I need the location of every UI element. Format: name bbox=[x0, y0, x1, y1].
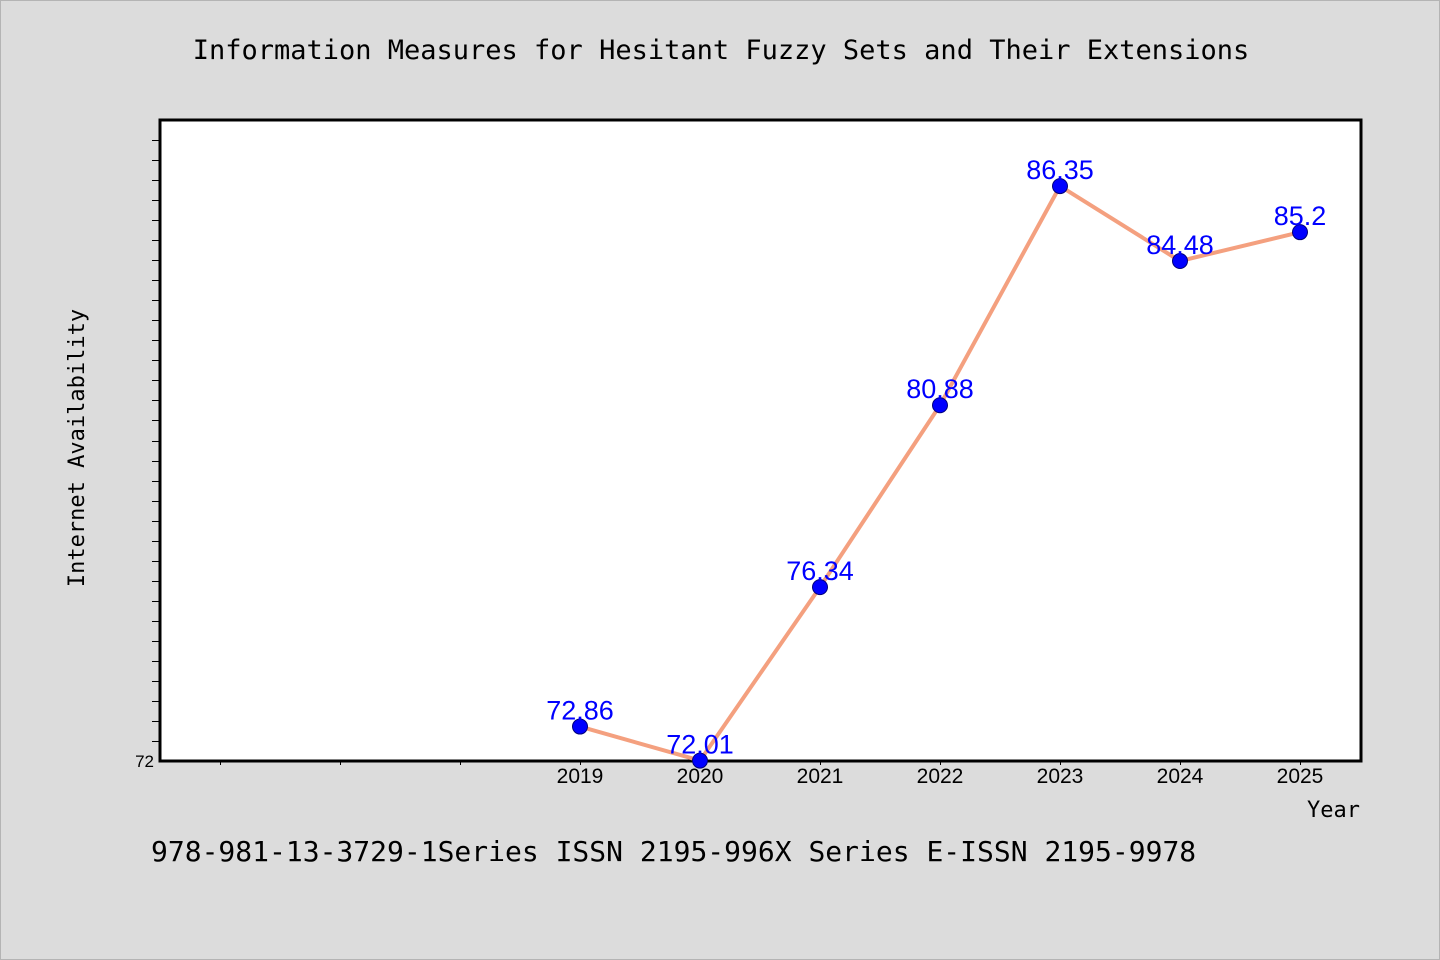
data-point bbox=[1052, 178, 1068, 195]
x-tick-label: 2020 bbox=[677, 765, 724, 788]
x-tick-label: 2024 bbox=[1157, 765, 1204, 788]
data-label: 84.48 bbox=[1146, 230, 1214, 260]
x-tick-label: 2023 bbox=[1037, 765, 1084, 788]
chart-title: Information Measures for Hesitant Fuzzy … bbox=[192, 35, 1250, 66]
data-label: 80.88 bbox=[906, 374, 974, 404]
data-point bbox=[1292, 224, 1308, 241]
series-group bbox=[572, 178, 1308, 769]
x-tick-label: 2025 bbox=[1277, 765, 1324, 788]
footer-isbn-text: 978-981-13-3729-1Series ISSN 2195-996X S… bbox=[151, 835, 1197, 868]
data-point bbox=[572, 718, 588, 735]
y-tick-label: 72 bbox=[135, 752, 154, 771]
y-axis-label: Internet Availability bbox=[65, 309, 90, 587]
data-label: 76.34 bbox=[786, 556, 854, 586]
x-tick-label: 2022 bbox=[917, 765, 964, 788]
data-point bbox=[812, 579, 828, 596]
data-label: 86.35 bbox=[1026, 155, 1094, 185]
data-label: 85.2 bbox=[1274, 201, 1327, 231]
x-axis-label: Year bbox=[1307, 798, 1360, 823]
plot-area bbox=[158, 118, 1363, 763]
data-label: 72.86 bbox=[546, 696, 614, 726]
x-tick-label: 2019 bbox=[557, 765, 604, 788]
data-point bbox=[932, 397, 948, 414]
data-labels-group: 72.86 72.01 76.34 80.88 86.35 84.48 85.2 bbox=[546, 155, 1326, 759]
data-point bbox=[1172, 253, 1188, 270]
data-label: 72.01 bbox=[666, 730, 734, 760]
x-axis-ticks: 2019 2020 2021 2022 2023 2024 2025 bbox=[220, 761, 1324, 788]
y-axis-ticks: 72 bbox=[135, 140, 160, 771]
x-tick-label: 2021 bbox=[797, 765, 844, 788]
data-point bbox=[692, 752, 708, 769]
